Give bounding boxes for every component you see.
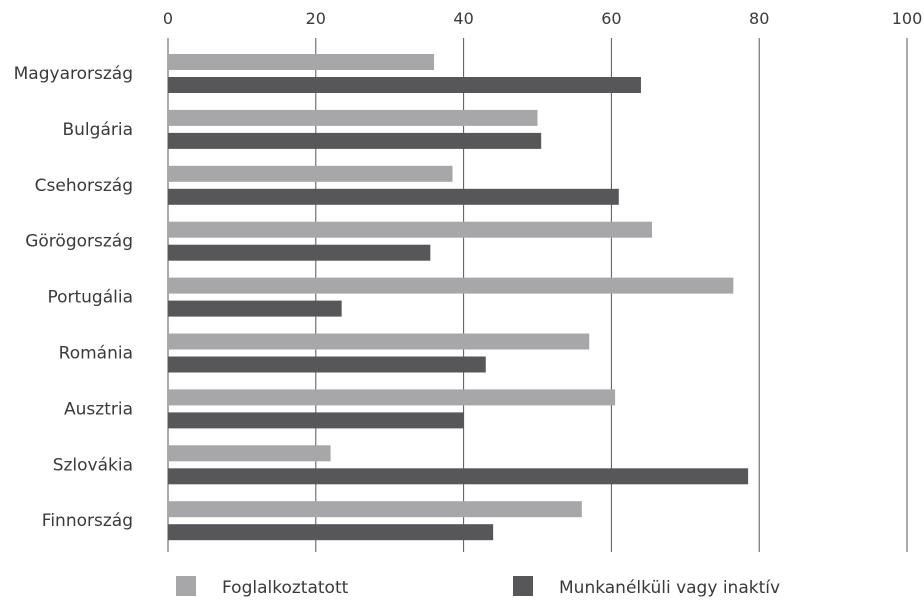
x-axis-ticks: 0 20 40 60 80 100: [163, 9, 922, 28]
x-tick-label: 40: [453, 9, 473, 28]
legend: Foglalkoztatott Munkanélküli vagy inaktív: [176, 576, 780, 598]
bar-munkanelkuli: [168, 524, 494, 541]
bar-foglalkoztatott: [168, 109, 538, 126]
bar-munkanelkuli: [168, 132, 542, 149]
category-label: Románia: [59, 344, 133, 364]
x-tick-label: 80: [749, 9, 769, 28]
category-label: Magyarország: [14, 64, 133, 84]
category-labels: Magyarország Bulgária Csehország Görögorszá…: [14, 64, 133, 531]
bars: [168, 54, 749, 541]
category-label: Szlovákia: [53, 455, 133, 475]
legend-swatch: [176, 576, 196, 596]
bar-munkanelkuli: [168, 412, 464, 429]
bar-foglalkoztatott: [168, 221, 653, 238]
category-label: Finnország: [42, 511, 133, 531]
bar-munkanelkuli: [168, 468, 749, 485]
category-label: Görögország: [25, 232, 133, 252]
bar-munkanelkuli: [168, 77, 641, 93]
x-tick-label: 60: [601, 9, 621, 28]
category-label: Ausztria: [64, 399, 133, 419]
legend-swatch: [513, 576, 533, 596]
bar-foglalkoztatott: [168, 277, 734, 294]
bar-foglalkoztatott: [168, 445, 331, 462]
bar-foglalkoztatott: [168, 54, 435, 70]
x-tick-label: 20: [306, 9, 326, 28]
legend-label: Foglalkoztatott: [222, 578, 349, 598]
bar-munkanelkuli: [168, 300, 342, 317]
bar-foglalkoztatott: [168, 165, 453, 182]
bar-munkanelkuli: [168, 244, 431, 261]
bar-foglalkoztatott: [168, 501, 582, 518]
category-label: Csehország: [35, 176, 133, 196]
category-label: Bulgária: [63, 120, 134, 140]
legend-label: Munkanélküli vagy inaktív: [559, 578, 780, 598]
bar-foglalkoztatott: [168, 389, 616, 406]
x-tick-label: 0: [163, 9, 173, 28]
bar-munkanelkuli: [168, 188, 619, 205]
category-label: Portugália: [47, 288, 133, 308]
bar-munkanelkuli: [168, 356, 486, 373]
x-tick-label: 100: [892, 9, 923, 28]
bar-foglalkoztatott: [168, 333, 590, 350]
